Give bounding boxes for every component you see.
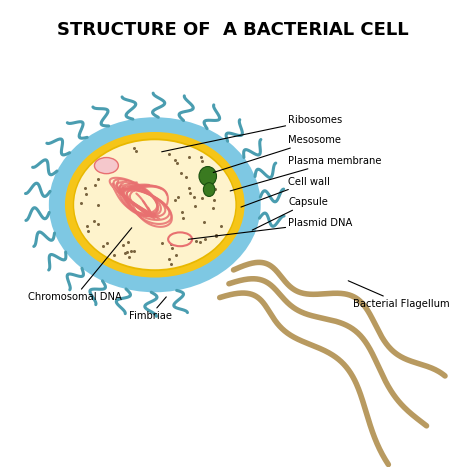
Ellipse shape <box>168 232 192 246</box>
Ellipse shape <box>73 138 237 271</box>
Text: Chromosomal DNA: Chromosomal DNA <box>28 228 132 302</box>
Text: Plasma membrane: Plasma membrane <box>230 156 382 191</box>
Text: Plasmid DNA: Plasmid DNA <box>188 218 353 239</box>
Text: Mesosome: Mesosome <box>213 135 341 173</box>
Text: Cell wall: Cell wall <box>241 177 330 207</box>
Text: Ribosomes: Ribosomes <box>162 115 343 152</box>
Ellipse shape <box>203 182 215 196</box>
Text: Bacterial Flagellum: Bacterial Flagellum <box>348 281 449 309</box>
Ellipse shape <box>199 166 217 186</box>
Ellipse shape <box>74 140 236 269</box>
Ellipse shape <box>65 132 245 278</box>
Ellipse shape <box>49 117 261 292</box>
Ellipse shape <box>94 157 118 173</box>
Text: STRUCTURE OF  A BACTERIAL CELL: STRUCTURE OF A BACTERIAL CELL <box>57 20 409 38</box>
Text: Fimbriae: Fimbriae <box>128 297 172 321</box>
Text: Capsule: Capsule <box>252 198 328 230</box>
